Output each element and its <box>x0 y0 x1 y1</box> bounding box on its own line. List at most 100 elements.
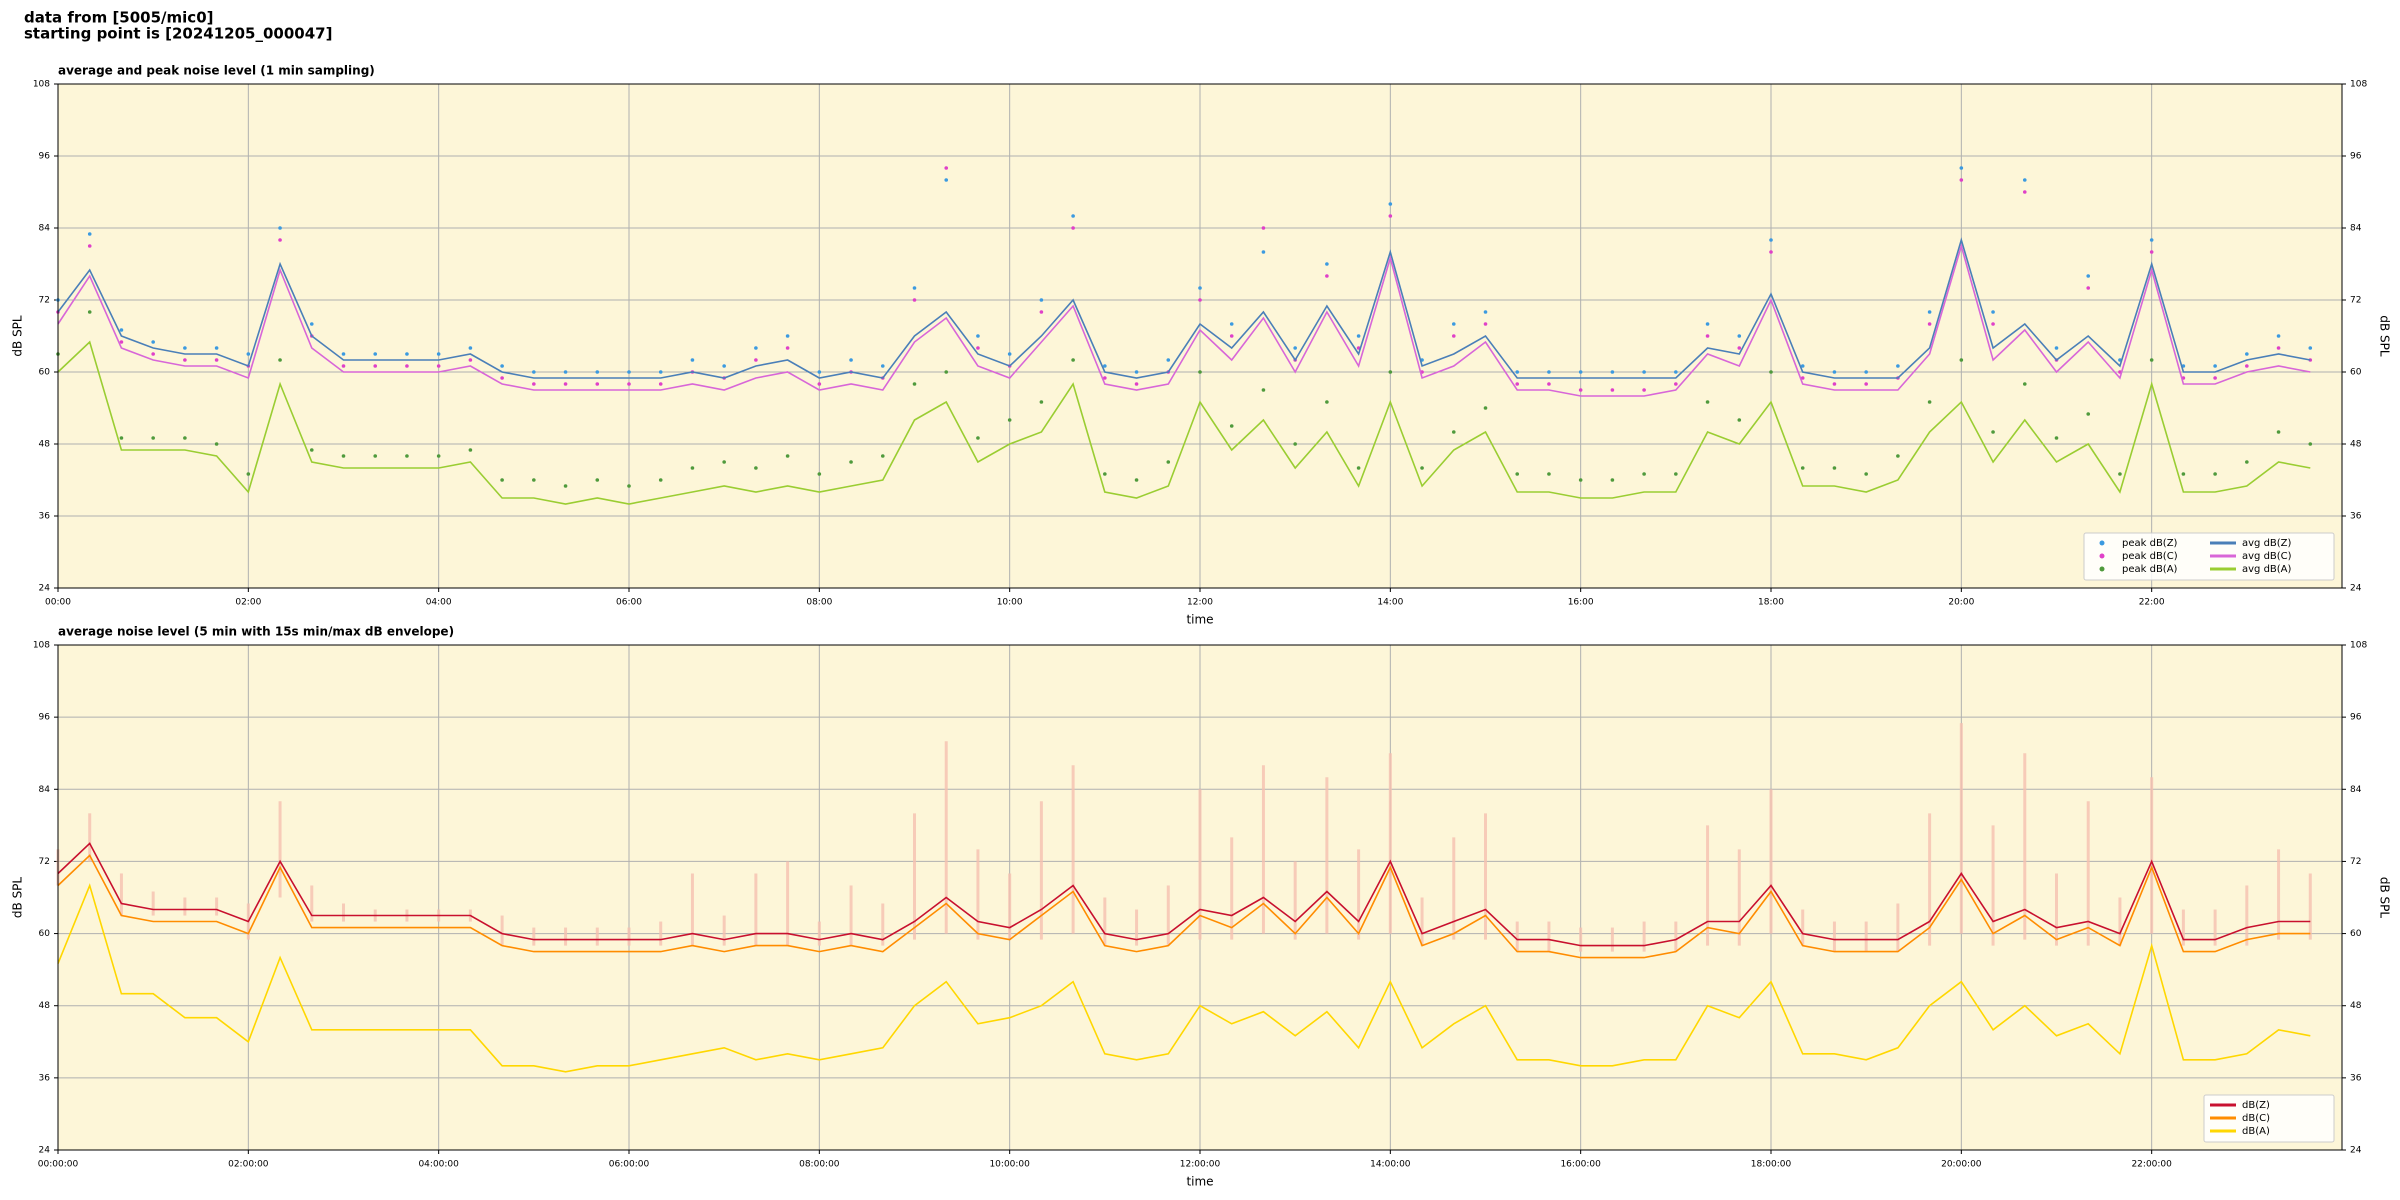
peak-dot <box>754 346 758 350</box>
peak-dot <box>1769 370 1773 374</box>
peak-dot <box>2086 412 2091 416</box>
peak-dot <box>1705 334 1710 338</box>
peak-dot <box>1737 346 1742 350</box>
y2-axis-label: dB SPL <box>2378 315 2392 357</box>
peak-dot <box>1610 478 1615 482</box>
peak-dot <box>690 466 695 470</box>
peak-dot <box>278 358 282 362</box>
peak-dot <box>563 484 568 488</box>
chart-title: average noise level (5 min with 15s min/… <box>58 625 454 639</box>
peak-dot <box>119 340 124 344</box>
x-tick-label: 22:00:00 <box>2131 1160 2172 1170</box>
peak-dot <box>1451 322 1456 326</box>
peak-dot <box>1674 472 1678 476</box>
x-tick-label: 10:00:00 <box>989 1160 1030 1170</box>
peak-dot <box>976 334 980 338</box>
peak-dot <box>500 364 504 368</box>
peak-dot <box>1134 370 1139 374</box>
peak-dot <box>627 484 631 488</box>
x-tick-label: 12:00:00 <box>1180 1160 1221 1170</box>
y-tick-label: 108 <box>33 80 50 90</box>
legend-label: avg dB(C) <box>2242 551 2292 562</box>
peak-dot <box>1927 322 1932 326</box>
y-tick-label: 60 <box>39 368 51 378</box>
peak-dot <box>2213 364 2217 368</box>
peak-dot <box>2022 178 2027 182</box>
peak-dot <box>2308 442 2313 446</box>
peak-dot <box>849 358 853 362</box>
peak-dot <box>1261 226 1266 230</box>
y2-tick-label: 24 <box>2350 1146 2362 1156</box>
peak-dot <box>595 478 600 482</box>
peak-dot <box>627 370 631 374</box>
y2-tick-label: 36 <box>2350 512 2362 522</box>
peak-dot <box>2276 334 2281 338</box>
peak-dot <box>817 382 822 386</box>
x-tick-label: 00:00 <box>45 598 71 608</box>
peak-dot <box>912 298 917 302</box>
peak-dot <box>1166 460 1171 464</box>
peak-dot <box>817 472 822 476</box>
peak-dot <box>468 448 473 452</box>
peak-dot <box>1261 388 1266 392</box>
peak-dot <box>1325 274 1329 278</box>
y-tick-label: 96 <box>39 152 51 162</box>
peak-dot <box>87 232 92 236</box>
x-tick-label: 18:00 <box>1758 598 1784 608</box>
peak-dot <box>2213 376 2217 380</box>
peak-dot <box>785 334 790 338</box>
peak-dot <box>1578 370 1583 374</box>
x-tick-label: 16:00 <box>1568 598 1594 608</box>
peak-dot <box>1198 370 1202 374</box>
peak-dot <box>2054 436 2059 440</box>
peak-dot <box>1547 472 1551 476</box>
peak-dot <box>1991 322 1995 326</box>
peak-dot <box>1991 430 1995 434</box>
x-tick-label: 02:00 <box>235 598 261 608</box>
legend-label: peak dB(A) <box>2122 564 2178 575</box>
series-line <box>57 340 2311 505</box>
peak-dot <box>119 328 124 332</box>
y-tick-label: 84 <box>39 224 51 234</box>
peak-dot <box>1229 424 1234 428</box>
peak-dot <box>1483 322 1488 326</box>
peak-dot <box>183 346 187 350</box>
peak-dot <box>405 352 409 356</box>
peak-dot <box>1515 382 1520 386</box>
y2-tick-label: 24 <box>2350 584 2362 594</box>
peak-dot <box>1896 364 1900 368</box>
peak-dot <box>1039 400 1044 404</box>
legend-label: peak dB(C) <box>2122 551 2178 562</box>
peak-dot <box>341 352 346 356</box>
peak-dot <box>1388 370 1393 374</box>
peak-dot <box>1515 472 1520 476</box>
peak-dot <box>722 364 726 368</box>
peak-dot <box>595 382 600 386</box>
legend-marker <box>2099 540 2105 546</box>
peak-dot <box>373 352 378 356</box>
peak-dot <box>595 370 600 374</box>
peak-dot <box>214 442 219 446</box>
peak-dot <box>500 376 504 380</box>
peak-dot <box>1864 382 1868 386</box>
x-tick-label: 20:00 <box>1948 598 1974 608</box>
peak-dot <box>436 364 441 368</box>
y2-tick-label: 96 <box>2350 152 2362 162</box>
peak-dot <box>2118 472 2122 476</box>
y2-axis-label: dB SPL <box>2378 877 2392 919</box>
x-tick-label: 10:00 <box>997 598 1023 608</box>
peak-dot <box>1705 400 1710 404</box>
peak-dot <box>1642 472 1646 476</box>
peak-dot <box>1007 418 1012 422</box>
x-tick-label: 22:00 <box>2139 598 2165 608</box>
peak-dot <box>1039 310 1044 314</box>
peak-dot <box>1610 370 1615 374</box>
x-tick-label: 08:00:00 <box>799 1160 840 1170</box>
peak-dot <box>1134 382 1139 386</box>
y-axis-label: dB SPL <box>11 877 25 919</box>
y2-tick-label: 60 <box>2350 368 2362 378</box>
peak-dot <box>119 436 124 440</box>
peak-dot <box>151 352 155 356</box>
peak-dot <box>1483 406 1488 410</box>
